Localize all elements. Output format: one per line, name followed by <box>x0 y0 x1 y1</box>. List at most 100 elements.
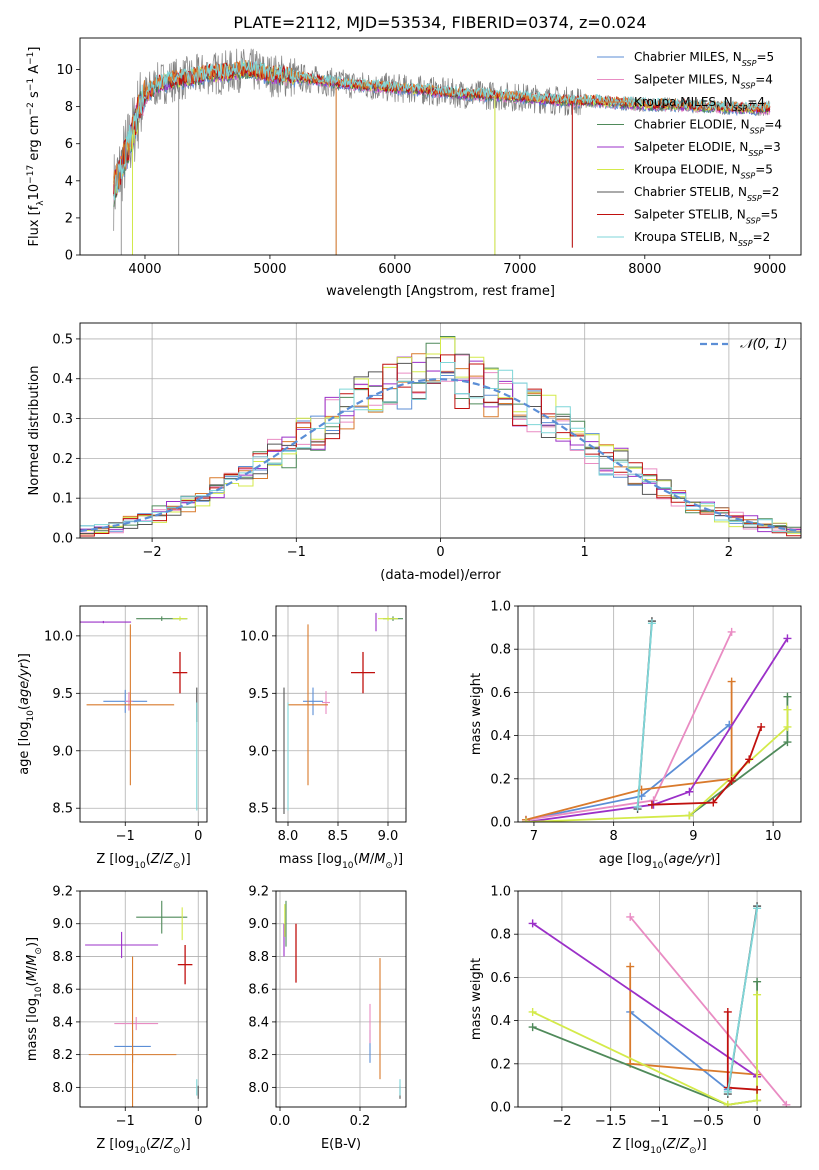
axes-spectrum: 4000 5000 6000 7000 8000 9000 0 2 4 6 8 10 wavelengt… <box>26 37 802 299</box>
label-part: age/yr <box>668 852 711 867</box>
y-tick-label: 8.2 <box>52 1048 73 1063</box>
label-part: erg cm <box>27 115 42 164</box>
label-part: )] <box>181 1137 191 1152</box>
weight-marker <box>626 912 635 921</box>
axes-frame <box>79 322 802 539</box>
label-part: Z [log <box>612 1137 650 1152</box>
x-tick-label: 8000 <box>628 262 661 277</box>
weight-line <box>726 908 758 1093</box>
x-tick-label: −0.5 <box>693 1114 725 1129</box>
weight-line <box>636 623 653 807</box>
y-tick-label: 9.5 <box>52 687 73 702</box>
label-part: )] <box>25 937 40 947</box>
label-part: ⊙ <box>173 1146 181 1156</box>
weight-marker <box>753 1085 762 1094</box>
label-part: Z <box>163 1137 174 1152</box>
y-tick-label: 8.2 <box>248 1048 269 1063</box>
weight-marker <box>753 977 762 986</box>
weight-marker <box>753 904 762 913</box>
legend-nssp: =5 <box>756 50 774 64</box>
legend-label: Kroupa STELIB, NSSP=2 <box>634 230 770 248</box>
x-tick-label: 7000 <box>503 262 536 277</box>
axes-mass-vs-Z: −1 08.08.28.48.68.89.09.2Z [log10(Z/Z⊙)]m… <box>25 885 208 1156</box>
weight-marker <box>528 1023 537 1032</box>
x-tick-label: 2 <box>725 545 733 560</box>
legend-subscript: SSP <box>750 126 765 135</box>
y-tick-label: 8.8 <box>52 950 73 965</box>
weight-line <box>629 1011 729 1091</box>
y-tick-label: 4 <box>65 174 73 189</box>
label-part: Z <box>679 1137 690 1152</box>
y-tick-label: 9.2 <box>52 885 73 900</box>
y-tick-label: 0 <box>65 249 73 264</box>
x-tick-label: 0.0 <box>270 1114 291 1129</box>
x-tick-label: 9 <box>689 829 697 844</box>
weight-marker <box>647 619 656 628</box>
axes-frame <box>275 605 407 823</box>
axes-frame <box>517 890 802 1108</box>
y-tick-label: 0.4 <box>490 729 511 744</box>
label-part: M <box>25 970 40 981</box>
x-axis-label: (data-model)/error <box>380 568 501 583</box>
label-part: Z [log <box>96 852 134 867</box>
y-tick-label: 0.0 <box>490 1101 511 1116</box>
label-part: ( <box>17 705 32 710</box>
x-tick-label: 8.0 <box>278 829 299 844</box>
label-part: age [log <box>599 852 652 867</box>
legend-subscript: SSP <box>748 149 763 158</box>
legend-label: Chabrier ELODIE, NSSP=4 <box>634 118 782 136</box>
weight-marker <box>528 919 537 928</box>
label-part: M <box>359 852 370 867</box>
legend-text: Kroupa STELIB, N <box>634 230 738 244</box>
y-tick-label: 1.0 <box>490 885 511 900</box>
label-part: s <box>27 91 42 102</box>
legend-nssp: =4 <box>755 73 773 87</box>
legend-text: Kroupa ELODIE, N <box>634 163 741 177</box>
x-tick-label: −1 <box>116 829 135 844</box>
x-axis-label: wavelength [Angstrom, rest frame] <box>326 284 555 299</box>
y-tick-label: 9.5 <box>248 687 269 702</box>
x-tick-label: −2 <box>143 545 162 560</box>
axes-mass-vs-EBV: 0.0 0.2 8.0 8.2 8.4 8.6 8.8 9.0 9.2 E(B-V) <box>248 885 407 1152</box>
weight-marker <box>727 627 736 636</box>
plot-area <box>283 612 403 814</box>
y-tick-label: 0.0 <box>490 816 511 831</box>
y-tick-label: 10 <box>56 63 73 78</box>
y-tick-label: 8 <box>65 100 73 115</box>
label-part: 10 <box>34 986 44 998</box>
y-axis-label: age [log10(age/yr)] <box>17 653 36 775</box>
weight-marker <box>745 755 754 764</box>
legend-subscript: SSP <box>741 81 756 90</box>
label-part: ( <box>146 852 151 867</box>
y-tick-label: 0.2 <box>52 452 73 467</box>
legend-nssp: =5 <box>760 208 778 222</box>
label-part: M <box>25 955 40 966</box>
label-part: λ <box>36 200 46 206</box>
x-tick-label: 0 <box>436 545 444 560</box>
weight-marker <box>783 722 792 731</box>
y-axis-label: mass weight <box>469 958 484 1040</box>
label-part: 10 <box>342 861 354 871</box>
weight-marker <box>783 705 792 714</box>
plot-area <box>80 616 198 811</box>
weight-line <box>525 631 733 821</box>
label-part: 10 <box>134 861 146 871</box>
y-axis-label: mass [log10(M/M⊙)] <box>25 937 44 1061</box>
label-part: ⊙ <box>173 861 181 871</box>
y-tick-label: 6 <box>65 137 73 152</box>
normal-curve <box>80 378 801 533</box>
weight-marker <box>521 818 530 822</box>
legend-nssp: =5 <box>755 163 773 177</box>
plot-area <box>528 902 791 1107</box>
legend-label: Kroupa ELODIE, NSSP=5 <box>634 163 773 181</box>
weight-marker <box>626 962 635 971</box>
x-tick-label: 9000 <box>753 262 786 277</box>
x-axis-label: age [log10(age/yr)] <box>599 852 721 871</box>
y-tick-label: 8.4 <box>52 1015 73 1030</box>
y-tick-label: 9.0 <box>52 917 73 932</box>
y-tick-label: 8.4 <box>248 1015 269 1030</box>
legend-nssp: =2 <box>762 185 780 199</box>
y-tick-label: 0.0 <box>52 532 73 547</box>
label-part: 10 <box>27 184 42 201</box>
